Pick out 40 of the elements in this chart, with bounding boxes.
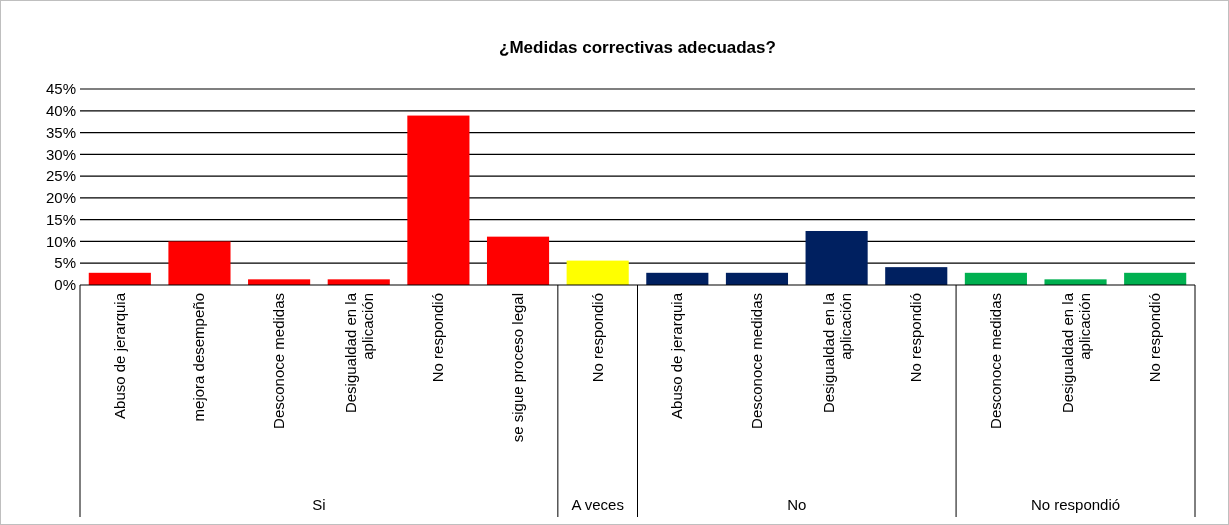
bar [725, 272, 789, 285]
bar [646, 272, 709, 285]
x-tick-label: Desigualdad en la aplicación [1058, 292, 1093, 414]
x-tick-label: No respondió [429, 293, 447, 383]
bar [566, 260, 629, 285]
x-tick-label: Abuso de jerarquia [668, 292, 686, 419]
x-tick-label: Desconoce medidas [270, 293, 288, 429]
x-tick-label: No respondió [1146, 293, 1164, 383]
chart-title: ¿Medidas correctivas adecuadas? [499, 38, 776, 57]
y-tick-label: 0% [54, 276, 76, 294]
bar [88, 272, 151, 285]
x-tick-label: Desigualdad en la aplicación [341, 292, 376, 414]
y-tick-label: 40% [45, 102, 76, 120]
bar [486, 236, 550, 285]
x-tick-label: Desconoce medidas [747, 293, 765, 429]
x-tick-label: No respondió [907, 293, 925, 383]
y-tick-label: 35% [45, 123, 76, 141]
y-tick-label: 15% [45, 210, 76, 228]
y-tick-label: 30% [45, 145, 76, 163]
y-tick-label: 45% [45, 80, 76, 98]
bar [168, 241, 231, 285]
x-tick-label: No respondió [588, 293, 606, 383]
y-tick-label: 20% [45, 189, 76, 207]
text: Si [312, 496, 326, 514]
y-tick-label: 25% [45, 167, 76, 185]
bar [1124, 272, 1187, 285]
bar [885, 267, 948, 285]
text: No respondió [1030, 496, 1121, 514]
text: No [787, 496, 807, 514]
x-tick-label: Abuso de jerarquia [110, 292, 128, 419]
bar [407, 115, 470, 285]
x-tick-label: mejora desempeño [190, 293, 208, 422]
x-tick-label: Desconoce medidas [986, 293, 1004, 429]
bar [805, 230, 868, 285]
text: A veces [571, 496, 624, 514]
bar [964, 272, 1027, 285]
y-tick-label: 10% [45, 232, 76, 250]
x-tick-label: se sigue proceso legal [509, 293, 527, 443]
y-tick-label: 5% [54, 254, 76, 272]
x-tick-label: Desigualdad en la aplicación [819, 292, 854, 414]
